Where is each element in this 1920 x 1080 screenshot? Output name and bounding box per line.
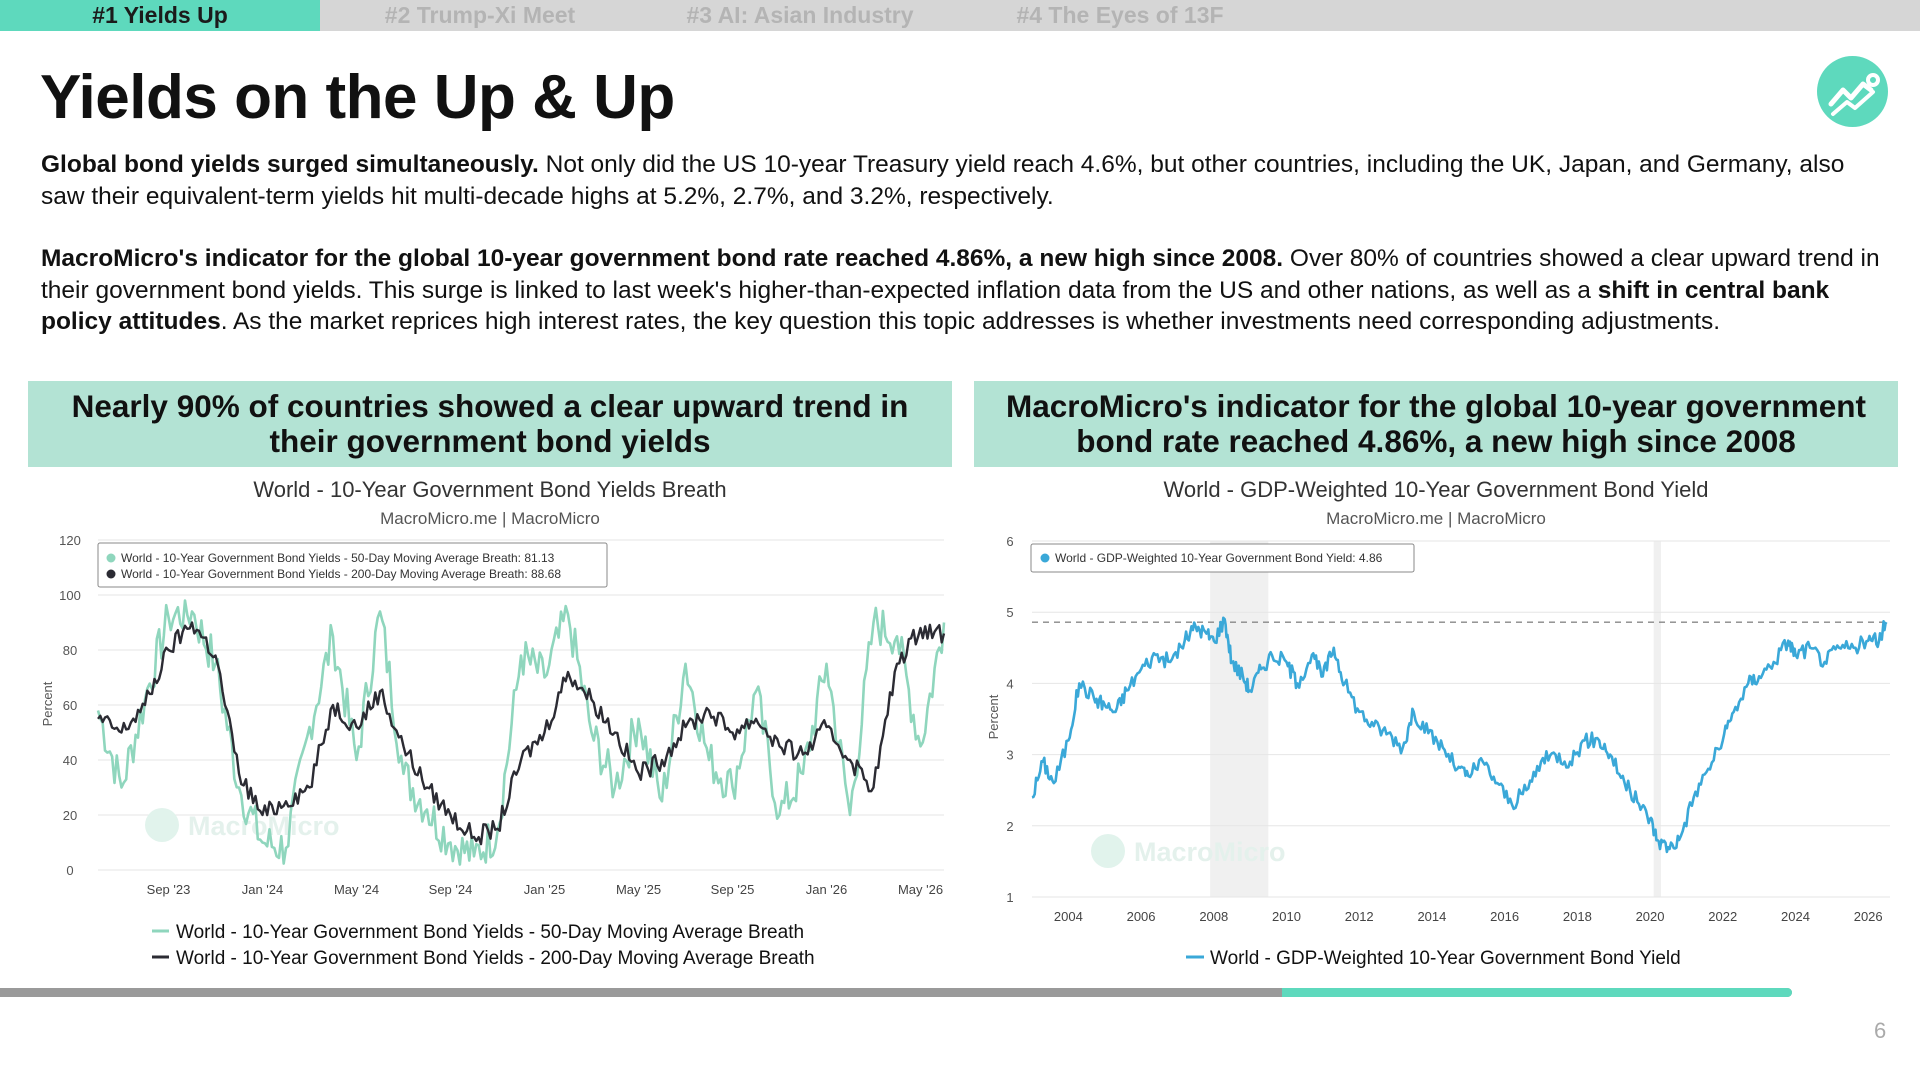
x-tick-label: May '26	[898, 882, 943, 897]
x-tick-label: 2024	[1781, 909, 1810, 924]
chart-tooltip: World - GDP-Weighted 10-Year Government …	[1030, 543, 1415, 573]
watermark-text: MacroMicro	[1134, 837, 1286, 867]
tab-ai-asian-industry[interactable]: #3 AI: Asian Industry	[686, 2, 914, 28]
y-tick-label: 60	[63, 698, 77, 713]
yield-chart: World - GDP-Weighted 10-Year Government …	[986, 477, 1890, 969]
y-axis-label: Percent	[986, 694, 1001, 739]
y-tick-label: 40	[63, 753, 77, 768]
x-tick-label: 2008	[1199, 909, 1228, 924]
x-tick-label: Jan '25	[524, 882, 566, 897]
tab-eyes-of-13f[interactable]: #4 The Eyes of 13F	[1016, 2, 1224, 28]
legend-item-gdp-yield: World - GDP-Weighted 10-Year Government …	[1210, 948, 1681, 969]
slide-progress-track	[0, 988, 1792, 997]
indicator-text: Over 80% of countries showed a clear upw…	[41, 245, 1880, 304]
x-tick-label: May '25	[616, 882, 661, 897]
x-tick-label: Sep '23	[147, 882, 191, 897]
x-tick-label: 2020	[1636, 909, 1665, 924]
x-tick-label: May '24	[334, 882, 379, 897]
intro-paragraph: Global bond yields surged simultaneously…	[41, 149, 1881, 212]
x-tick-label: 2010	[1272, 909, 1301, 924]
page-title: Yields on the Up & Up	[40, 63, 675, 132]
y-tick-label: 0	[66, 863, 73, 878]
chart-tooltip: World - 10-Year Government Bond Yields -…	[97, 542, 608, 588]
right-panel-heading: MacroMicro's indicator for the global 10…	[974, 381, 1898, 467]
y-tick-label: 1	[1006, 890, 1013, 905]
y-tick-label: 4	[1006, 676, 1013, 691]
tooltip-line-2: World - 10-Year Government Bond Yields -…	[121, 567, 561, 581]
recession-shade	[1653, 541, 1661, 897]
logo	[1817, 56, 1888, 127]
tab-yields-up[interactable]: #1 Yields Up	[0, 0, 320, 31]
intro-text: Not only did the US 10-year Treasury yie…	[41, 151, 1845, 210]
chart-legend: World - GDP-Weighted 10-Year Government …	[1186, 948, 1681, 969]
watermark: MacroMicro	[145, 808, 340, 842]
x-tick-label: Jan '26	[806, 882, 848, 897]
legend-item-50day: World - 10-Year Government Bond Yields -…	[176, 922, 804, 943]
y-tick-label: 80	[63, 643, 77, 658]
recession-shade	[1210, 541, 1269, 897]
x-tick-label: Sep '25	[711, 882, 755, 897]
macromicro-chart-icon	[1828, 73, 1880, 116]
series-line-gdp-yield	[1031, 616, 1888, 854]
legend-item-200day: World - 10-Year Government Bond Yields -…	[176, 948, 815, 969]
x-tick-label: 2018	[1563, 909, 1592, 924]
tooltip-line-1: World - GDP-Weighted 10-Year Government …	[1055, 551, 1383, 565]
x-tick-label: 2026	[1854, 909, 1883, 924]
series-line-200day	[97, 621, 946, 846]
y-tick-label: 3	[1006, 748, 1013, 763]
x-tick-label: Sep '24	[429, 882, 473, 897]
y-tick-label: 100	[59, 588, 81, 603]
tab-bar: #1 Yields Up #2 Trump-Xi Meet #3 AI: Asi…	[0, 0, 1920, 31]
chart-title: World - 10-Year Government Bond Yields B…	[253, 477, 726, 502]
series-line-50day	[96, 599, 946, 866]
y-tick-label: 6	[1006, 534, 1013, 549]
indicator-bold: MacroMicro's indicator for the global 10…	[41, 245, 1284, 272]
y-tick-label: 20	[63, 808, 77, 823]
watermark: MacroMicro	[1091, 834, 1286, 868]
x-tick-label: 2016	[1490, 909, 1519, 924]
x-tick-label: 2012	[1345, 909, 1374, 924]
intro-bold: Global bond yields surged simultaneously…	[41, 151, 539, 178]
tooltip-line-1: World - 10-Year Government Bond Yields -…	[121, 551, 555, 565]
y-tick-label: 120	[59, 533, 81, 548]
watermark-text: MacroMicro	[188, 811, 340, 841]
left-panel-heading: Nearly 90% of countries showed a clear u…	[28, 381, 952, 467]
y-tick-label: 2	[1006, 819, 1013, 834]
page-number: 6	[1874, 1018, 1887, 1043]
x-tick-label: 2006	[1127, 909, 1156, 924]
breadth-chart: World - 10-Year Government Bond Yields B…	[40, 477, 946, 969]
chart-title: World - GDP-Weighted 10-Year Government …	[1164, 477, 1709, 502]
policy-bold: shift in central bank policy attitudes	[41, 276, 1830, 336]
indicator-text-end: . As the market reprices high interest r…	[220, 308, 1721, 335]
x-tick-label: Jan '24	[242, 882, 284, 897]
chart-subtitle: MacroMicro.me | MacroMicro	[1326, 509, 1546, 528]
indicator-paragraph: MacroMicro's indicator for the global 10…	[41, 243, 1881, 338]
x-tick-label: 2022	[1708, 909, 1737, 924]
tab-trump-xi-meet[interactable]: #2 Trump-Xi Meet	[384, 2, 576, 28]
slide-progress-fill	[1282, 988, 1792, 997]
y-axis-label: Percent	[40, 681, 55, 726]
x-tick-label: 2014	[1417, 909, 1446, 924]
y-tick-label: 5	[1006, 605, 1013, 620]
chart-legend: World - 10-Year Government Bond Yields -…	[152, 922, 815, 969]
x-tick-label: 2004	[1054, 909, 1083, 924]
chart-subtitle: MacroMicro.me | MacroMicro	[380, 509, 600, 528]
